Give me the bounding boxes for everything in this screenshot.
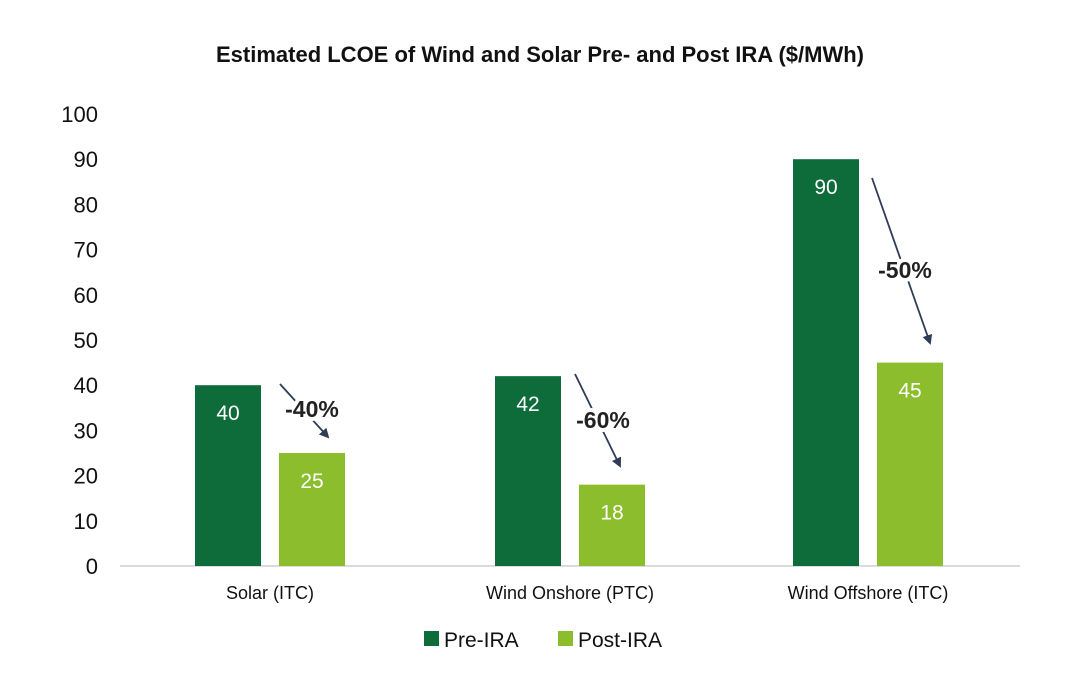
y-tick-label: 10 bbox=[74, 509, 98, 534]
bar-value-label: 40 bbox=[216, 402, 239, 425]
bar-post-ira bbox=[877, 362, 943, 566]
bar-value-label: 18 bbox=[600, 502, 623, 525]
x-axis: Solar (ITC) Wind Onshore (PTC) Wind Offsho… bbox=[226, 583, 948, 603]
legend-swatch bbox=[558, 631, 573, 646]
change-label-halo: -50% bbox=[878, 257, 932, 283]
y-tick-label: 0 bbox=[86, 554, 98, 579]
bar-post-ira bbox=[279, 453, 345, 566]
bars: 40 42 90 25 18 45 bbox=[195, 159, 943, 566]
y-tick-label: 30 bbox=[74, 418, 98, 443]
y-tick-label: 100 bbox=[61, 102, 98, 127]
y-tick-label: 50 bbox=[74, 328, 98, 353]
y-tick-label: 40 bbox=[74, 373, 98, 398]
change-label: -60% bbox=[576, 407, 630, 433]
change-arrow bbox=[279, 383, 330, 439]
change-label: -40% bbox=[285, 396, 339, 422]
bar-pre-ira bbox=[793, 159, 859, 566]
legend-swatch bbox=[424, 631, 439, 646]
legend-label: Post-IRA bbox=[578, 629, 662, 652]
y-tick-label: 60 bbox=[74, 283, 98, 308]
change-arrow bbox=[871, 177, 933, 345]
y-tick-label: 70 bbox=[74, 238, 98, 263]
change-label-halo: -40% bbox=[285, 396, 339, 422]
bar-value-label: 42 bbox=[516, 393, 539, 416]
legend-label: Pre-IRA bbox=[444, 629, 519, 652]
y-tick-label: 90 bbox=[74, 147, 98, 172]
change-label: -50% bbox=[878, 257, 932, 283]
y-axis: 0 10 20 30 40 50 60 70 80 90 100 bbox=[61, 102, 98, 579]
y-tick-label: 80 bbox=[74, 192, 98, 217]
bar-pre-ira bbox=[495, 376, 561, 566]
bar-pre-ira bbox=[195, 385, 261, 566]
change-arrow bbox=[574, 373, 621, 468]
y-tick-label: 20 bbox=[74, 464, 98, 489]
bar-value-label: 25 bbox=[300, 470, 323, 493]
bar-value-label: 45 bbox=[898, 380, 921, 403]
change-annotations: -40%-40% -60%-60%-50%-50% bbox=[279, 177, 936, 468]
chart-title: Estimated LCOE of Wind and Solar Pre- an… bbox=[216, 42, 864, 67]
x-tick-label: Wind Onshore (PTC) bbox=[486, 583, 654, 603]
bar-value-label: 90 bbox=[814, 176, 837, 199]
x-tick-label: Wind Offshore (ITC) bbox=[788, 583, 949, 603]
x-tick-label: Solar (ITC) bbox=[226, 583, 314, 603]
change-label-halo: -60% bbox=[576, 407, 630, 433]
legend: Pre-IRA Post-IRA bbox=[424, 629, 662, 652]
bar-post-ira bbox=[579, 484, 645, 566]
